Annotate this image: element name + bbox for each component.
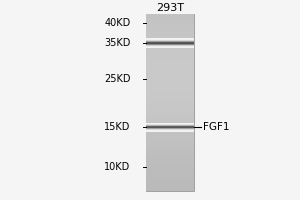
- Bar: [146, 127, 194, 128]
- Bar: [146, 164, 194, 169]
- Bar: [146, 123, 194, 124]
- Bar: [146, 116, 194, 120]
- Bar: [146, 76, 194, 80]
- Bar: [146, 142, 194, 147]
- Bar: [146, 40, 194, 41]
- Bar: [146, 125, 194, 126]
- Bar: [146, 58, 194, 63]
- Bar: [146, 36, 194, 41]
- Bar: [146, 133, 194, 138]
- Bar: [146, 129, 194, 133]
- Bar: [146, 18, 194, 23]
- Bar: [146, 130, 194, 131]
- Bar: [146, 156, 194, 160]
- Bar: [146, 129, 194, 130]
- Bar: [146, 72, 194, 76]
- Bar: [146, 128, 194, 129]
- Bar: [146, 40, 194, 41]
- Bar: [146, 130, 194, 131]
- Text: 40KD: 40KD: [104, 18, 130, 28]
- Bar: [146, 80, 194, 85]
- Bar: [146, 43, 194, 44]
- Bar: [146, 125, 194, 129]
- Bar: [146, 23, 194, 27]
- Bar: [146, 54, 194, 58]
- Bar: [146, 127, 194, 128]
- Bar: [146, 130, 194, 131]
- Bar: [146, 124, 194, 125]
- Bar: [146, 124, 194, 125]
- Bar: [146, 131, 194, 132]
- Bar: [146, 44, 194, 45]
- Bar: [146, 125, 194, 126]
- Bar: [146, 89, 194, 94]
- Bar: [146, 129, 194, 130]
- Bar: [146, 127, 194, 128]
- Bar: [146, 160, 194, 164]
- Bar: [146, 102, 194, 107]
- Bar: [146, 46, 194, 47]
- Bar: [146, 43, 194, 44]
- Bar: [146, 173, 194, 178]
- Bar: [146, 151, 194, 156]
- Bar: [146, 67, 194, 72]
- Bar: [146, 138, 194, 142]
- Bar: [146, 45, 194, 46]
- Text: FGF1: FGF1: [202, 122, 229, 132]
- Text: 35KD: 35KD: [104, 38, 130, 48]
- Bar: [146, 123, 194, 124]
- Bar: [146, 94, 194, 98]
- Bar: [146, 126, 194, 127]
- Bar: [146, 129, 194, 130]
- Bar: [146, 45, 194, 46]
- Bar: [146, 46, 194, 47]
- Bar: [146, 126, 194, 127]
- Bar: [146, 125, 194, 126]
- Bar: [146, 111, 194, 116]
- Bar: [146, 39, 194, 40]
- Bar: [146, 123, 194, 124]
- Bar: [146, 27, 194, 32]
- Bar: [146, 40, 194, 41]
- Bar: [146, 128, 194, 129]
- Bar: [146, 178, 194, 182]
- Bar: [146, 47, 194, 48]
- Bar: [146, 41, 194, 42]
- Bar: [146, 47, 194, 48]
- Bar: [146, 107, 194, 111]
- Bar: [146, 63, 194, 67]
- Bar: [146, 98, 194, 102]
- Bar: [146, 182, 194, 187]
- Bar: [146, 124, 194, 125]
- Text: 25KD: 25KD: [104, 74, 130, 84]
- Bar: [146, 45, 194, 49]
- Text: 15KD: 15KD: [104, 122, 130, 132]
- Bar: [146, 38, 194, 39]
- Bar: [146, 14, 194, 18]
- Bar: [146, 128, 194, 129]
- Bar: [146, 126, 194, 127]
- Text: 10KD: 10KD: [104, 162, 130, 172]
- Bar: [146, 120, 194, 125]
- Bar: [146, 42, 194, 43]
- Bar: [146, 14, 194, 191]
- Bar: [146, 41, 194, 42]
- Bar: [146, 147, 194, 151]
- Bar: [146, 39, 194, 40]
- Text: 293T: 293T: [156, 3, 184, 13]
- Bar: [146, 42, 194, 43]
- Bar: [146, 41, 194, 45]
- Bar: [146, 32, 194, 36]
- Bar: [146, 49, 194, 54]
- Bar: [146, 43, 194, 44]
- Bar: [146, 45, 194, 46]
- Bar: [146, 44, 194, 45]
- Bar: [146, 85, 194, 89]
- Bar: [146, 39, 194, 40]
- Bar: [146, 169, 194, 173]
- Bar: [146, 46, 194, 47]
- Bar: [146, 44, 194, 45]
- Bar: [146, 187, 194, 191]
- Bar: [146, 38, 194, 39]
